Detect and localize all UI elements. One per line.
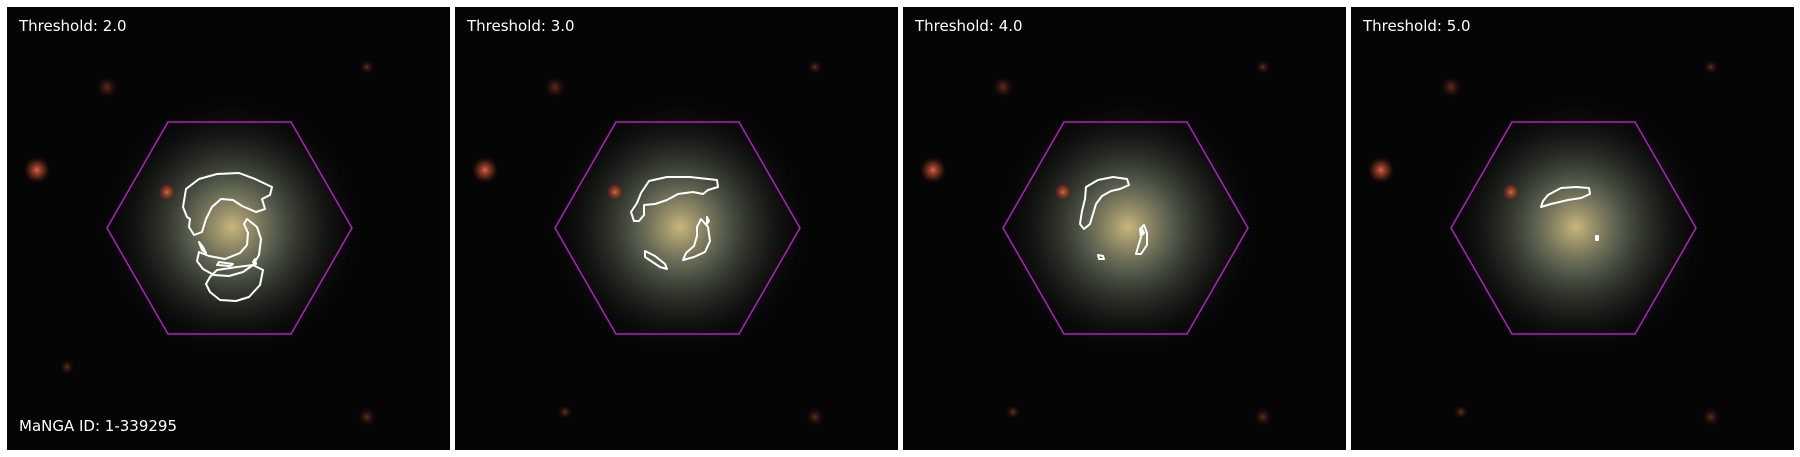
threshold-label: Threshold: 4.0 [915, 17, 1023, 35]
threshold-label: Threshold: 2.0 [19, 17, 127, 35]
ifu-hexagon [554, 121, 801, 335]
foreground-star [919, 156, 947, 184]
galaxy-image [903, 7, 1346, 450]
image-panel-threshold-4: Threshold: 4.0 [903, 7, 1346, 450]
foreground-star [471, 156, 499, 184]
ifu-hexagon [1002, 121, 1249, 335]
threshold-label: Threshold: 5.0 [1363, 17, 1471, 35]
foreground-star [1367, 156, 1395, 184]
galaxy [998, 97, 1258, 357]
contour-lines [1540, 186, 1599, 241]
ifu-hexagon [106, 121, 353, 335]
foreground-star [23, 156, 51, 184]
image-panel-threshold-5: Threshold: 5.0 [1351, 7, 1794, 450]
image-panel-threshold-2: Threshold: 2.0 MaNGA ID: 1-339295 [7, 7, 450, 450]
contour-lines [630, 176, 719, 270]
galaxy-image [7, 7, 450, 450]
galaxy-image [455, 7, 898, 450]
panel-row: Threshold: 2.0 MaNGA ID: 1-339295 Thresh… [7, 7, 1794, 450]
image-panel-threshold-3: Threshold: 3.0 [455, 7, 898, 450]
galaxy [102, 97, 362, 357]
galaxy [550, 97, 810, 357]
galaxy [1446, 97, 1706, 357]
galaxy-image [1351, 7, 1794, 450]
contour-lines [182, 172, 273, 302]
manga-id-label: MaNGA ID: 1-339295 [19, 417, 178, 435]
contour-lines [1079, 176, 1148, 260]
ifu-hexagon [1450, 121, 1697, 335]
threshold-label: Threshold: 3.0 [467, 17, 575, 35]
